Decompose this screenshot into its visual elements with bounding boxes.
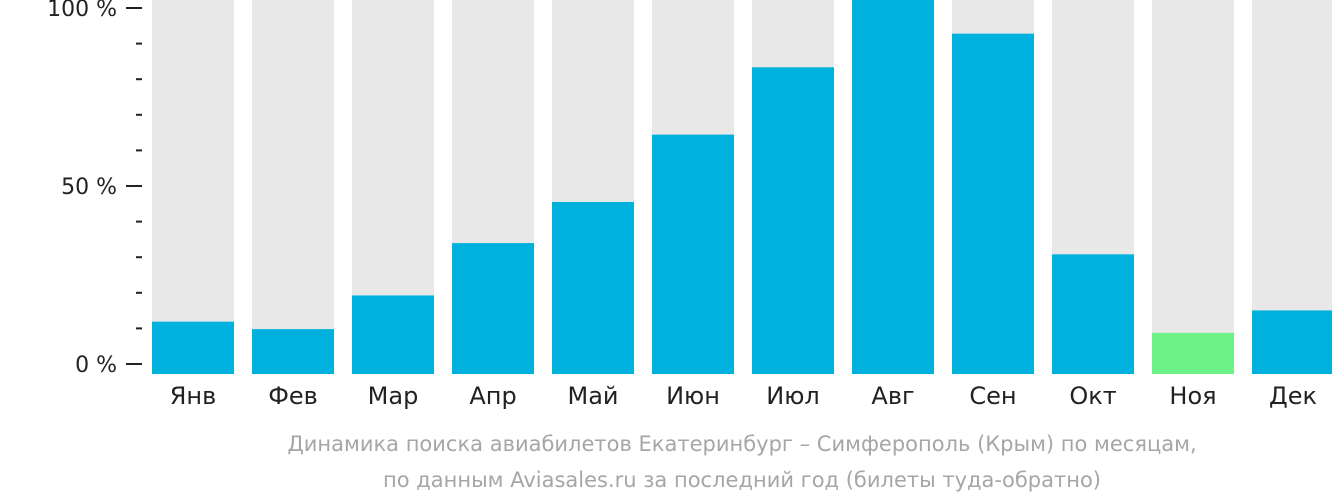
x-tick-label: Июн <box>666 382 720 410</box>
x-tick-label: Май <box>567 382 618 410</box>
data-bars <box>152 0 1332 374</box>
bar-background-1 <box>152 0 234 374</box>
x-tick-label: Янв <box>170 382 217 410</box>
x-tick-label: Дек <box>1269 382 1317 410</box>
y-tick-label: 0 % <box>75 353 117 378</box>
bar-10 <box>1052 254 1134 374</box>
bar-background-11 <box>1152 0 1234 374</box>
x-tick-label: Ноя <box>1169 382 1216 410</box>
y-axis: 0 % 50 % 100 % <box>47 0 142 378</box>
bar-1 <box>152 321 234 374</box>
background-bars <box>152 0 1332 374</box>
x-tick-label: Авг <box>871 382 914 410</box>
bar-2 <box>252 329 334 374</box>
x-tick-label: Фев <box>268 382 318 410</box>
bar-7 <box>752 67 834 374</box>
bar-5 <box>552 201 634 374</box>
bar-9 <box>952 33 1034 374</box>
x-tick-label: Окт <box>1069 382 1116 410</box>
x-tick-label: Июл <box>766 382 820 410</box>
y-tick-label: 50 % <box>61 175 117 200</box>
bar-6 <box>652 134 734 374</box>
y-tick-label: 100 % <box>47 0 117 22</box>
x-tick-label: Апр <box>469 382 516 410</box>
bar-8 <box>852 0 934 374</box>
bar-11 <box>1152 332 1234 374</box>
bar-3 <box>352 295 434 374</box>
chart-caption-line-2: по данным Aviasales.ru за последний год … <box>383 468 1101 492</box>
x-axis-labels: Янв Фев Мар Апр Май Июн Июл Авг Сен Окт Ноя Дек <box>170 382 1317 410</box>
chart-caption-line-1: Динамика поиска авиабилетов Екатеринбург… <box>287 432 1197 456</box>
x-tick-label: Мар <box>368 382 419 410</box>
bar-background-2 <box>252 0 334 374</box>
bar-4 <box>452 243 534 374</box>
bar-chart: 0 % 50 % 100 % Янв Фев Мар Апр Май Июн Июл Авг Сен… <box>47 0 1332 410</box>
bar-12 <box>1252 310 1332 374</box>
x-tick-label: Сен <box>969 382 1016 410</box>
